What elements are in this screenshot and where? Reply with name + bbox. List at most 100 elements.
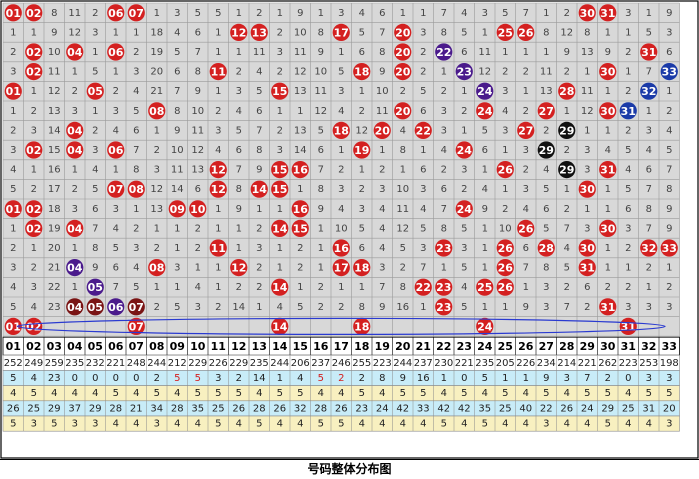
ball-number: 16	[293, 203, 309, 216]
ball-number: 20	[375, 124, 391, 137]
stat-value: 42	[458, 403, 471, 414]
ball-number: 15	[272, 183, 287, 196]
ball-number: 31	[641, 46, 656, 59]
miss-count: 4	[236, 106, 242, 117]
miss-count: 7	[646, 223, 652, 234]
ball-number: 28	[559, 85, 574, 98]
miss-count: 3	[133, 67, 139, 78]
ball-number: 06	[108, 301, 124, 314]
miss-count: 6	[523, 243, 529, 254]
ball-number: 04	[67, 222, 83, 235]
ball-33	[660, 63, 678, 81]
miss-count: 2	[338, 302, 344, 313]
column-header: 31	[621, 340, 636, 353]
ball-31	[599, 298, 617, 316]
miss-count: 1	[318, 223, 324, 234]
miss-count: 19	[48, 223, 61, 234]
miss-count: 1	[605, 27, 611, 38]
stat-value: 4	[133, 388, 139, 399]
ball-15	[271, 180, 289, 198]
ball-number: 06	[108, 7, 124, 20]
stat-value: 24	[376, 403, 389, 414]
miss-count: 8	[318, 184, 324, 195]
miss-count: 5	[461, 223, 467, 234]
miss-count: 1	[666, 86, 672, 97]
miss-count: 1	[338, 47, 344, 58]
stat-value: 234	[537, 358, 556, 369]
stat-value: 29	[601, 403, 614, 414]
miss-count: 3	[338, 86, 344, 97]
miss-count: 1	[215, 86, 221, 97]
stat-value: 4	[564, 419, 570, 430]
miss-count: 1	[277, 8, 283, 19]
miss-count: 3	[256, 243, 262, 254]
miss-count: 3	[31, 282, 37, 293]
miss-count: 7	[379, 27, 385, 38]
miss-count: 1	[215, 204, 221, 215]
column-header: 09	[170, 340, 185, 353]
miss-count: 5	[482, 125, 488, 136]
stat-value: 4	[625, 419, 631, 430]
miss-count: 11	[253, 47, 266, 58]
miss-count: 1	[400, 8, 406, 19]
ball-number: 15	[293, 222, 308, 235]
miss-count: 1	[10, 27, 16, 38]
miss-count: 1	[10, 106, 16, 117]
miss-count: 5	[625, 145, 631, 156]
ball-23	[435, 298, 453, 316]
miss-count: 2	[215, 106, 221, 117]
miss-count: 3	[502, 125, 508, 136]
miss-count: 2	[154, 145, 160, 156]
stat-value: 7	[584, 373, 590, 384]
ball-number: 31	[621, 105, 636, 118]
miss-count: 3	[277, 47, 283, 58]
miss-count: 2	[441, 86, 447, 97]
miss-count: 6	[195, 184, 201, 195]
miss-count: 11	[376, 106, 389, 117]
ball-number: 14	[272, 281, 288, 294]
ball-02	[25, 4, 43, 22]
miss-count: 4	[10, 282, 16, 293]
miss-count: 22	[48, 282, 61, 293]
miss-count: 5	[400, 243, 406, 254]
ball-number: 04	[67, 301, 83, 314]
miss-count: 2	[256, 223, 262, 234]
ball-17	[332, 259, 350, 277]
column-header: 13	[252, 340, 267, 353]
stat-value: 4	[523, 419, 529, 430]
miss-count: 3	[10, 67, 16, 78]
ball-number: 25	[498, 26, 513, 39]
miss-count: 2	[461, 106, 467, 117]
miss-count: 2	[420, 67, 426, 78]
miss-count: 2	[31, 263, 37, 274]
ball-05	[86, 278, 104, 296]
miss-count: 3	[10, 263, 16, 274]
stat-value: 4	[297, 373, 303, 384]
miss-count: 8	[133, 165, 139, 176]
miss-count: 7	[523, 263, 529, 274]
miss-count: 8	[441, 223, 447, 234]
miss-count: 1	[359, 86, 365, 97]
miss-count: 7	[564, 302, 570, 313]
stat-value: 244	[147, 358, 166, 369]
stat-value: 4	[113, 419, 119, 430]
stat-value: 5	[256, 419, 262, 430]
stat-value: 25	[27, 403, 40, 414]
ball-02	[25, 317, 43, 335]
miss-count: 1	[482, 263, 488, 274]
stat-value: 4	[564, 388, 570, 399]
miss-count: 3	[277, 145, 283, 156]
ball-31	[599, 4, 617, 22]
miss-count: 1	[646, 106, 652, 117]
ball-number: 24	[477, 85, 493, 98]
miss-count: 12	[150, 184, 163, 195]
miss-count: 6	[379, 8, 385, 19]
miss-count: 20	[150, 67, 163, 78]
stat-value: 26	[560, 403, 573, 414]
ball-number: 01	[6, 7, 21, 20]
miss-count: 6	[195, 27, 201, 38]
miss-count: 10	[314, 67, 327, 78]
miss-count: 2	[297, 243, 303, 254]
stat-value: 4	[502, 419, 508, 430]
stat-value: 4	[379, 388, 385, 399]
